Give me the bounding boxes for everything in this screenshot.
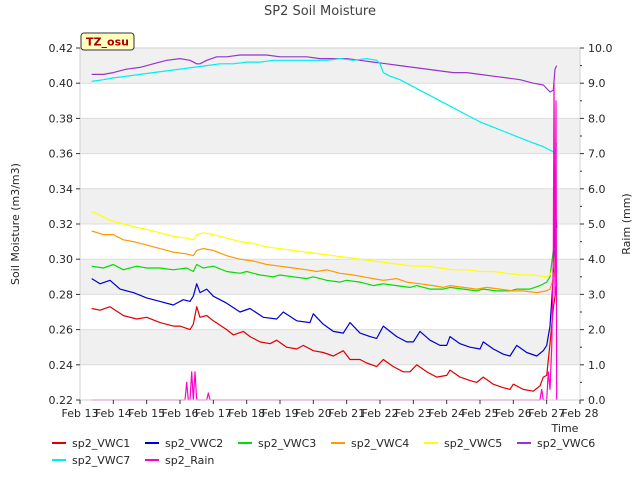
- y2-tick-label: 8.0: [588, 112, 606, 125]
- series-line-sp2_VWC5: [91, 211, 558, 278]
- site-badge-text: TZ_osu: [86, 36, 129, 49]
- legend-label: sp2_VWC6: [537, 437, 595, 450]
- legend-label: sp2_VWC3: [258, 437, 316, 450]
- y-tick-label: 0.34: [49, 183, 74, 196]
- x-tick-label: Feb 17: [195, 407, 232, 420]
- series-line-sp2_VWC1: [91, 283, 558, 392]
- series-line-sp2_VWC6: [91, 54, 558, 93]
- background-bands: [80, 48, 580, 365]
- background-band: [80, 48, 580, 84]
- y2-axis-label: Raim (mm): [620, 193, 633, 254]
- y2-tick-label: 4.0: [588, 253, 606, 266]
- y-tick-label: 0.22: [49, 394, 74, 407]
- y-tick-label: 0.36: [49, 148, 74, 161]
- legend-label: sp2_VWC1: [72, 437, 130, 450]
- chart-title: SP2 Soil Moisture: [264, 4, 376, 19]
- x-tick-label: Feb 28: [562, 407, 599, 420]
- x-tick-label: Feb 23: [395, 407, 432, 420]
- background-band: [80, 259, 580, 295]
- site-badge-box: [80, 32, 135, 51]
- y2-tick-label: 7.0: [588, 148, 606, 161]
- x-tick-label: Feb 16: [162, 407, 199, 420]
- y2-tick-label: 0.0: [588, 394, 606, 407]
- y2-axis-ticks: 0.0 1.0 2.0 3.0 4.0 5.0 6.0 7.0 8.0 9.0 10.0: [580, 42, 613, 407]
- y-tick-label: 0.42: [49, 42, 74, 55]
- x-tick-label: Feb 18: [228, 407, 265, 420]
- y2-tick-label: 3.0: [588, 288, 606, 301]
- y-tick-label: 0.40: [49, 77, 74, 90]
- y-tick-label: 0.32: [49, 218, 74, 231]
- series-line-sp2_VWC4: [91, 230, 558, 294]
- legend-label: sp2_VWC7: [72, 454, 130, 467]
- y-tick-label: 0.28: [49, 288, 74, 301]
- y2-tick-label: 10.0: [588, 42, 613, 55]
- x-tick-label: Feb 25: [462, 407, 499, 420]
- y2-tick-label: 5.0: [588, 218, 606, 231]
- y2-tick-label: 6.0: [588, 183, 606, 196]
- legend-label: sp2_VWC5: [444, 437, 502, 450]
- y-axis-ticks: 0.22 0.24 0.26 0.28 0.30 0.32 0.34 0.36 0.38 0.40…: [49, 42, 80, 407]
- y-axis-label: Soil Moisture (m3/m3): [9, 163, 22, 285]
- background-band: [80, 329, 580, 365]
- y2-tick-label: 1.0: [588, 359, 606, 372]
- x-tick-label: Feb 21: [328, 407, 365, 420]
- y-tick-label: 0.30: [49, 253, 74, 266]
- background-band: [80, 118, 580, 154]
- x-tick-label: Feb 14: [95, 407, 132, 420]
- legend: sp2_VWC1 sp2_VWC2 sp2_VWC3 sp2_VWC4 sp2_VWC5…: [52, 437, 595, 467]
- x-tick-label: Feb 13: [62, 407, 99, 420]
- x-tick-label: Feb 24: [428, 407, 465, 420]
- series-line-sp2_VWC3: [91, 244, 558, 292]
- x-tick-label: Feb 19: [262, 407, 299, 420]
- y-tick-label: 0.38: [49, 112, 74, 125]
- legend-label: sp2_VWC4: [351, 437, 409, 450]
- legend-label: sp2_VWC2: [165, 437, 223, 450]
- y2-tick-label: 9.0: [588, 77, 606, 90]
- series-line-sp2_VWC7: [91, 57, 558, 155]
- x-tick-label: Feb 27: [528, 407, 565, 420]
- y2-tick-label: 2.0: [588, 324, 606, 337]
- x-axis-label: Time: [551, 422, 579, 435]
- x-tick-label: Feb 15: [128, 407, 165, 420]
- x-tick-label: Feb 26: [495, 407, 532, 420]
- series-line-sp2_VWC2: [91, 205, 558, 357]
- y-tick-label: 0.24: [49, 359, 74, 372]
- x-tick-label: Feb 20: [295, 407, 332, 420]
- y-tick-label: 0.26: [49, 324, 74, 337]
- legend-label: sp2_Rain: [165, 454, 214, 467]
- site-badge: TZ_osu: [80, 32, 135, 51]
- x-tick-label: Feb 22: [362, 407, 399, 420]
- background-band: [80, 188, 580, 224]
